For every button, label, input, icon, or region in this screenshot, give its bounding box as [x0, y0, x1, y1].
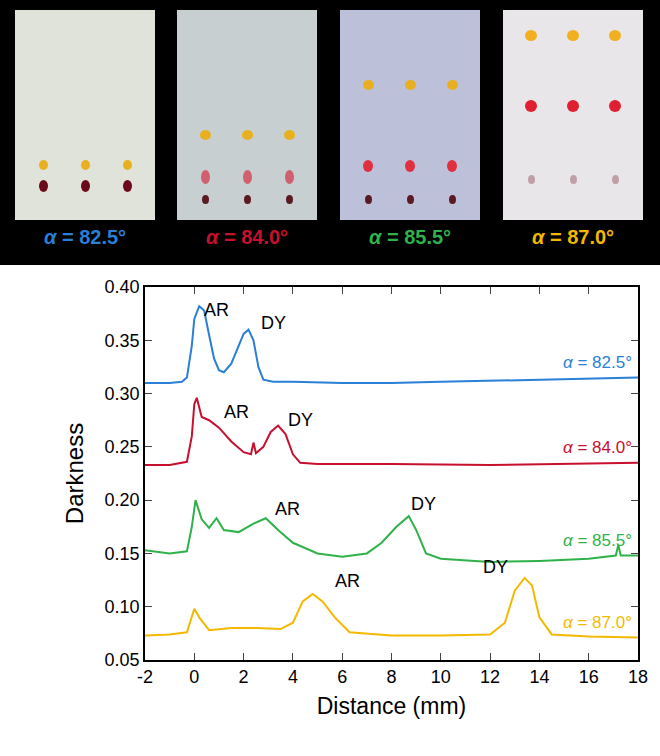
- svg-text:4: 4: [288, 667, 298, 687]
- html-text:α = 85.5°: α = 85.5°: [368, 226, 452, 248]
- svg-text:DY: DY: [483, 557, 508, 577]
- svg-text:14: 14: [529, 667, 549, 687]
- svg-text:α = 84.0°: α = 84.0°: [563, 438, 632, 457]
- html-text:α = 87.0°: α = 87.0°: [531, 226, 615, 248]
- svg-text:AR: AR: [275, 499, 300, 519]
- svg-text:0.10: 0.10: [105, 597, 140, 617]
- svg-text:Distance (mm): Distance (mm): [317, 693, 467, 719]
- svg-text:-2: -2: [137, 667, 153, 687]
- svg-text:0.35: 0.35: [105, 331, 140, 351]
- svg-text:α = 85.5°: α = 85.5°: [563, 531, 632, 550]
- svg-text:AR: AR: [224, 402, 249, 422]
- svg-text:0: 0: [189, 667, 199, 687]
- html-text:α = 82.5°: α = 82.5°: [43, 226, 127, 248]
- svg-text:16: 16: [579, 667, 599, 687]
- svg-text:0.20: 0.20: [105, 490, 140, 510]
- svg-text:α = 87.0°: α = 87.0°: [563, 613, 632, 632]
- svg-text:0.40: 0.40: [105, 277, 140, 297]
- svg-text:6: 6: [337, 667, 347, 687]
- svg-text:DY: DY: [411, 494, 436, 514]
- html-text:α = 84.0°: α = 84.0°: [205, 226, 289, 248]
- svg-text:12: 12: [480, 667, 500, 687]
- svg-text:2: 2: [239, 667, 249, 687]
- svg-text:DY: DY: [288, 410, 313, 430]
- svg-text:0.25: 0.25: [105, 437, 140, 457]
- svg-text:18: 18: [628, 667, 648, 687]
- svg-text:AR: AR: [204, 300, 229, 320]
- svg-text:AR: AR: [335, 571, 360, 591]
- svg-text:0.05: 0.05: [105, 650, 140, 670]
- svg-text:DY: DY: [261, 313, 286, 333]
- svg-text:0.15: 0.15: [105, 544, 140, 564]
- svg-text:α = 82.5°: α = 82.5°: [563, 353, 632, 372]
- svg-text:Darkness: Darkness: [61, 423, 88, 524]
- svg-text:8: 8: [386, 667, 396, 687]
- svg-text:0.30: 0.30: [105, 384, 140, 404]
- svg-text:10: 10: [431, 667, 451, 687]
